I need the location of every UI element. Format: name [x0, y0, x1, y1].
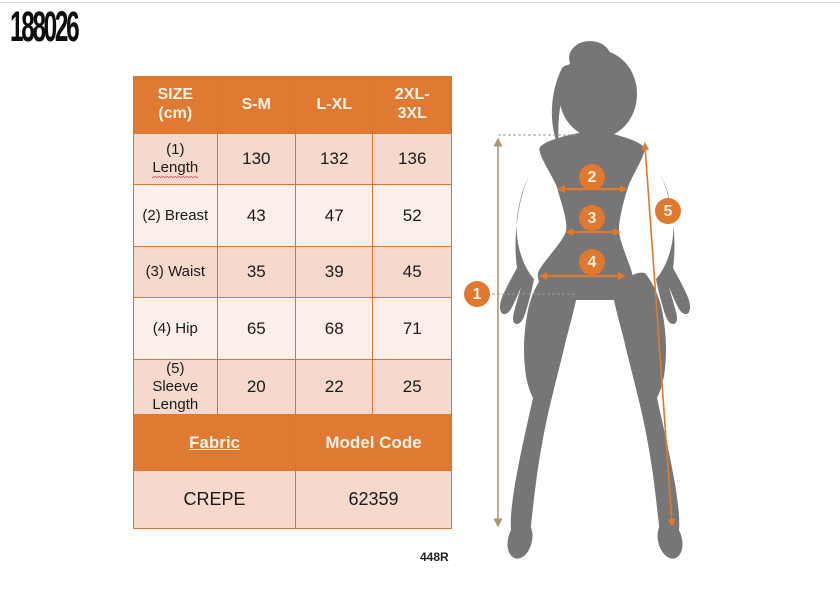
svg-text:2: 2	[588, 169, 597, 186]
svg-text:1: 1	[473, 286, 482, 303]
svg-text:4: 4	[588, 254, 597, 271]
svg-text:5: 5	[664, 203, 673, 220]
svg-text:3: 3	[588, 210, 597, 227]
